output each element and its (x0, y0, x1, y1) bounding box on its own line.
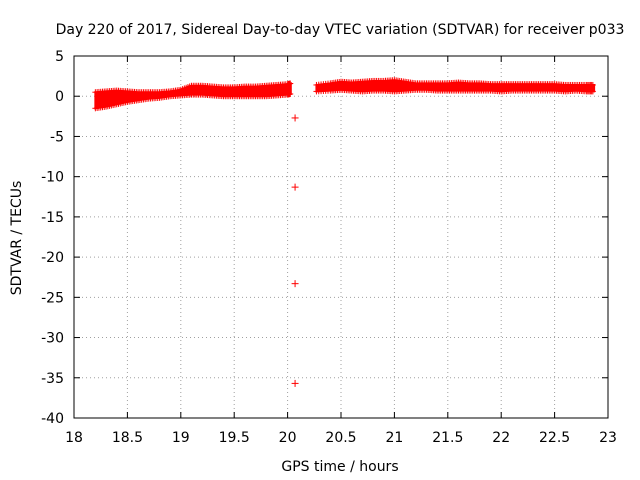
x-tick-label: 20 (279, 430, 297, 446)
grid-lines (74, 56, 608, 418)
x-tick-label: 21 (385, 430, 403, 446)
y-axis-label: SDTVAR / TECUs (9, 181, 25, 296)
y-tick-label: -5 (50, 129, 64, 145)
data-point (589, 81, 596, 88)
y-tick-label: -40 (41, 411, 64, 427)
x-tick-label: 19 (172, 430, 190, 446)
data-point (589, 88, 596, 95)
y-tick-label: 0 (55, 89, 64, 105)
x-tick-label: 22 (492, 430, 510, 446)
outlier-point (291, 114, 299, 122)
data-point (287, 80, 294, 87)
y-tick-label: -30 (41, 331, 64, 347)
outlier-point (291, 280, 299, 288)
data-points (92, 77, 596, 387)
x-tick-label: 21.5 (432, 430, 463, 446)
chart-title: Day 220 of 2017, Sidereal Day-to-day VTE… (56, 22, 625, 38)
outlier-point (291, 183, 299, 191)
x-tick-label: 18 (65, 430, 83, 446)
axis-ticks (73, 55, 609, 419)
x-tick-label: 20.5 (325, 430, 356, 446)
x-tick-label: 22.5 (539, 430, 570, 446)
data-point (287, 90, 294, 97)
outlier-point (291, 379, 299, 387)
x-tick-label: 19.5 (219, 430, 250, 446)
y-tick-label: -35 (41, 371, 64, 387)
y-tick-label: -10 (41, 170, 64, 186)
y-tick-label: -20 (41, 250, 64, 266)
x-axis-tick-labels: 18 18.5 19 19.5 20 20.5 21 21.5 22 22.5 23 (65, 430, 617, 446)
x-tick-label: 23 (599, 430, 617, 446)
x-axis-label: GPS time / hours (281, 459, 398, 475)
y-tick-label: 5 (55, 49, 64, 65)
y-tick-label: -15 (41, 210, 64, 226)
y-tick-label: -25 (41, 290, 64, 306)
y-axis-tick-labels: 5 0 -5 -10 -15 -20 -25 -30 -35 -40 (41, 49, 64, 427)
x-tick-label: 18.5 (112, 430, 143, 446)
